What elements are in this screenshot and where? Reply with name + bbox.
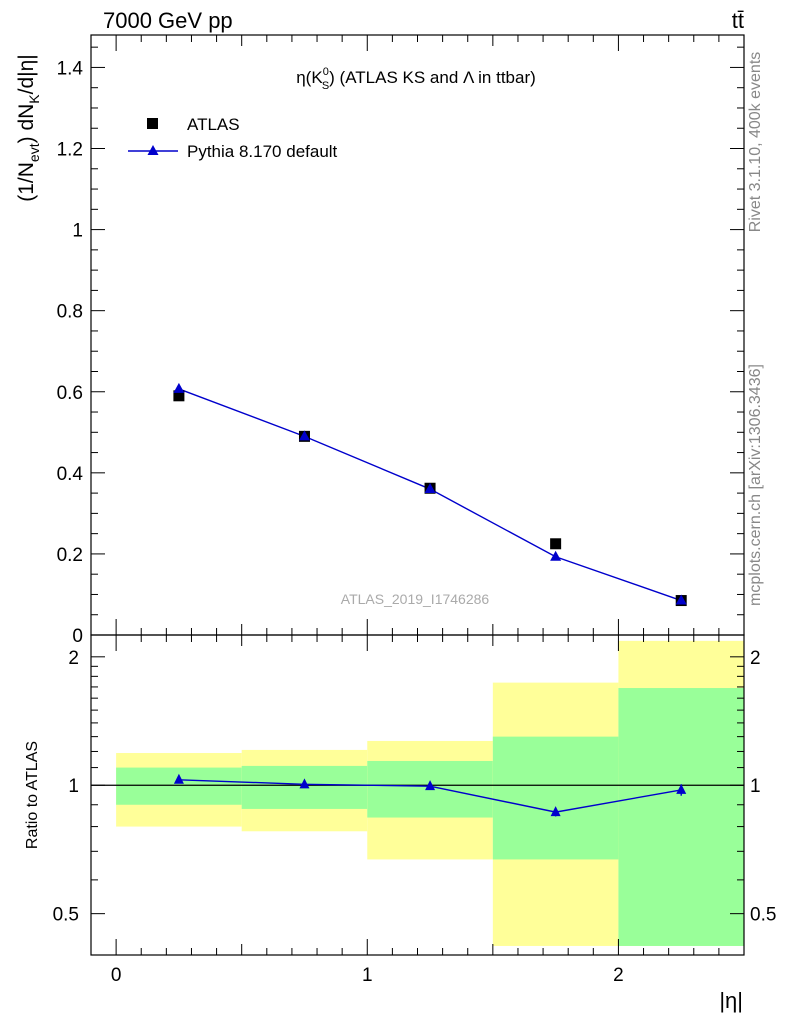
ratio-pythia-point (676, 783, 687, 794)
pythia-point (550, 550, 562, 561)
ratio-x-tick-label: 2 (613, 965, 624, 986)
mcplots-label: mcplots.cern.ch [arXiv:1306.3436] (747, 364, 764, 606)
watermark: ATLAS_2019_I1746286 (341, 591, 490, 607)
main-y-tick-label: 0.2 (57, 545, 83, 566)
ylabel-part-c: /d|η| (15, 54, 38, 94)
legend: ATLAS Pythia 8.170 default (128, 115, 338, 161)
energy-label: 7000 GeV pp (103, 8, 233, 33)
title-sup: 0 (323, 66, 329, 78)
ratio-stat-band (116, 767, 242, 805)
main-y-tick-label: 0.4 (57, 464, 84, 485)
ylabel-part-b: ) dN (15, 104, 38, 144)
main-y-tick-label: 1.4 (57, 58, 84, 79)
rivet-label: Rivet 3.1.10, 400k events (747, 52, 764, 233)
x-axis-label: |η| (719, 988, 743, 1013)
title-part-a: η(K (296, 68, 323, 87)
ratio-x-tick-label: 0 (111, 965, 122, 986)
ratio-x-axis: 0 1 2 (111, 635, 745, 986)
pythia-line (178, 388, 682, 602)
process-label: tt̄ (732, 8, 744, 33)
main-panel: 0 0.2 0.4 0.6 0.8 1 1.2 1.4 ATLAS_2019_I1746286… (15, 34, 745, 647)
ratio-panel: 0.5 0.5 1 1 2 2 0 1 2 Ratio to ATLAS |η| (24, 634, 776, 1013)
ylabel-part-a: (1/N (15, 162, 38, 202)
ylabel-sub1: evt (26, 143, 42, 162)
ratio-pythia-point (550, 806, 561, 817)
ratio-y-tick-label: 2 (68, 648, 79, 669)
ratio-pythia-point (425, 780, 436, 791)
ylabel-sub2: K (26, 94, 42, 104)
main-y-axis: 0 0.2 0.4 0.6 0.8 1 1.2 1.4 (57, 46, 744, 647)
y-axis-label: (1/Nevt) dNK/d|η| (15, 54, 42, 202)
ratio-y-tick-label-right: 2 (750, 648, 761, 669)
ratio-stat-band (618, 688, 744, 946)
ratio-pythia-point (173, 773, 184, 784)
main-y-tick-label: 1 (72, 221, 83, 242)
ratio-marks (173, 773, 687, 817)
ratio-y-tick-label: 1 (68, 776, 79, 797)
legend-atlas-label: ATLAS (187, 115, 240, 134)
plot-title: η(K0 S) (ATLAS KS and Λ in ttbar) (296, 66, 536, 92)
legend-atlas-marker (147, 118, 158, 129)
title-part-b: ) (ATLAS KS and Λ in ttbar) (329, 68, 536, 87)
ratio-bands (116, 640, 744, 946)
pythia-point (298, 430, 310, 441)
ratio-y-tick-label-right: 0.5 (750, 905, 776, 926)
atlas-point (173, 390, 185, 402)
legend-pythia-marker (147, 145, 159, 155)
atlas-point (550, 538, 562, 550)
main-y-tick-label: 0.8 (57, 302, 83, 323)
pythia-point (173, 382, 185, 393)
ratio-x-tick-label: 1 (362, 965, 373, 986)
ratio-stat-band (492, 736, 619, 860)
ratio-y-tick-label-right: 1 (750, 776, 761, 797)
title-sub: S (322, 80, 329, 92)
ratio-y-tick-label: 0.5 (53, 905, 79, 926)
ratio-y-axis: 0.5 0.5 1 1 2 2 (53, 648, 776, 956)
pythia-point (675, 594, 687, 605)
main-y-tick-label: 0 (72, 626, 83, 647)
ratio-y-label: Ratio to ATLAS (24, 741, 41, 849)
legend-pythia-label: Pythia 8.170 default (187, 142, 338, 161)
ratio-pythia-point (299, 778, 310, 789)
pythia-point (424, 483, 436, 494)
main-y-tick-label: 0.6 (57, 383, 83, 404)
main-marks (173, 382, 687, 607)
main-y-tick-label: 1.2 (57, 140, 83, 161)
main-x-ticks (115, 35, 745, 635)
